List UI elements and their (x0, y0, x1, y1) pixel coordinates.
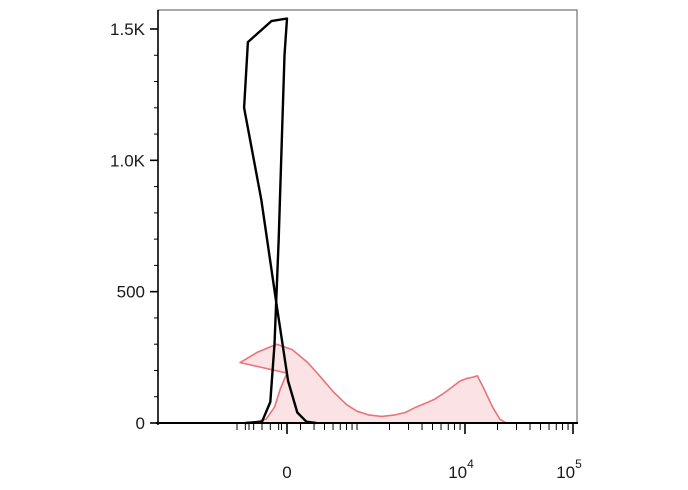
y-tick-label: 0 (136, 414, 145, 433)
y-axis-ticks: 0 500 1.0K 1.5K (110, 20, 158, 433)
x-tick-label: 0 (282, 463, 291, 482)
series-1-line (242, 17, 317, 425)
y-tick-label: 1.5K (110, 20, 146, 39)
x-axis-ticks: 0 104 105 (236, 423, 582, 482)
plot-frame (157, 9, 578, 424)
x-tick-label: 104 (448, 457, 474, 482)
series-0-line (236, 343, 507, 424)
x-tick-label: 105 (556, 457, 582, 482)
y-tick-label: 500 (117, 283, 145, 302)
y-tick-label: 1.0K (110, 151, 146, 170)
series-layer (236, 17, 507, 425)
series-0-fill (237, 344, 507, 423)
